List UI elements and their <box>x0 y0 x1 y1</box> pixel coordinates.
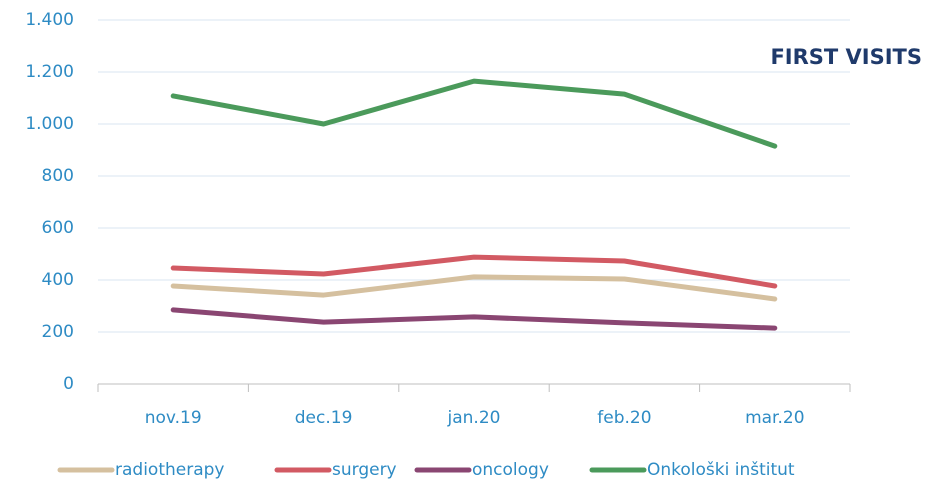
y-tick-label: 0 <box>63 374 74 394</box>
series-line <box>170 78 778 149</box>
x-tick-label: dec.19 <box>295 408 353 428</box>
y-tick-label: 1.400 <box>25 10 74 30</box>
legend-label: surgery <box>332 460 397 480</box>
y-tick-label: 1.200 <box>25 62 74 82</box>
legend-label: Onkološki inštitut <box>647 460 795 480</box>
series-line <box>170 307 778 331</box>
y-tick-label: 1.000 <box>25 114 74 134</box>
legend-label: oncology <box>472 460 549 480</box>
series-line <box>170 254 778 289</box>
chart-title: FIRST VISITS <box>770 45 922 69</box>
legend-label: radiotherapy <box>115 460 224 480</box>
x-tick-label: jan.20 <box>447 408 501 428</box>
series-line <box>170 274 778 302</box>
x-tick-label: mar.20 <box>745 408 804 428</box>
y-tick-label: 400 <box>42 270 74 290</box>
y-tick-label: 800 <box>42 166 74 186</box>
y-tick-label: 600 <box>42 218 74 238</box>
x-tick-label: feb.20 <box>597 408 651 428</box>
y-tick-label: 200 <box>42 322 74 342</box>
x-tick-label: nov.19 <box>145 408 202 428</box>
